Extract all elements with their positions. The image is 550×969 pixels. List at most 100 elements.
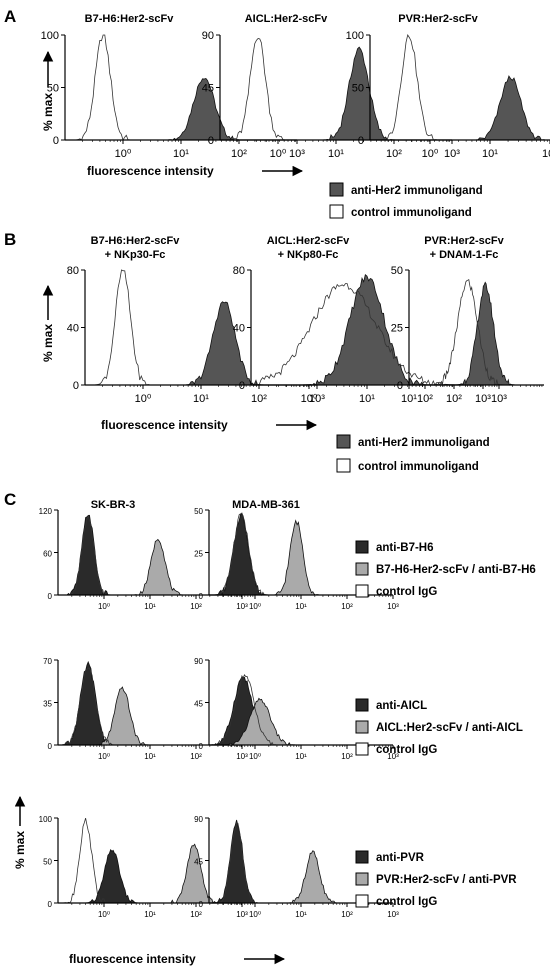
panel-a-y-label: % max [41, 93, 55, 131]
panel-b-title-2a: AICL:Her2-scFv [267, 235, 350, 247]
panel-b-y-label: % max [41, 324, 55, 362]
panel-b-x-label: fluorescence intensity [101, 418, 228, 432]
x-tick-label: 10³ [491, 393, 507, 405]
panel-c-y-label: % max [13, 831, 27, 869]
x-tick-label: 10² [190, 602, 202, 611]
y-tick-label: 120 [39, 507, 53, 516]
y-tick-label: 50 [194, 507, 203, 516]
legend-swatch-control IgG [355, 742, 369, 756]
legend-swatch-anti-AICL [355, 698, 369, 712]
y-tick-label: 90 [194, 657, 203, 666]
legend-label-AICL:Her2-scFv / anti-AICL: AICL:Her2-scFv / anti-AICL [376, 722, 523, 734]
legend-label-control immunoligand: control immunoligand [358, 461, 479, 473]
panel-a-title-2: AICL:Her2-scFv [245, 13, 328, 25]
panel-label-c: C [4, 490, 16, 509]
y-tick-label: 100 [41, 30, 59, 42]
legend-label-anti-B7-H6: anti-B7-H6 [376, 542, 434, 554]
y-tick-label: 0 [53, 135, 59, 147]
panel-b-title-3b: + DNAM-1-Fc [430, 249, 499, 261]
legend-swatch-anti-PVR [355, 850, 369, 864]
x-tick-label: 10³ [289, 148, 305, 160]
series-anti-Her2 immunoligand [85, 301, 317, 386]
legend-label-control IgG: control IgG [376, 586, 437, 598]
x-tick-label: 10³ [387, 602, 399, 611]
y-tick-label: 45 [202, 83, 214, 95]
legend-swatch-control IgG [355, 584, 369, 598]
y-tick-label: 35 [43, 700, 52, 709]
x-tick-label: 10² [251, 393, 267, 405]
legend-label-anti-Her2 immunoligand: anti-Her2 immunoligand [351, 185, 483, 197]
legend-swatch-anti-Her2 immunoligand [336, 434, 351, 449]
y-tick-label: 80 [233, 265, 245, 277]
x-tick-label: 10¹ [401, 393, 417, 405]
y-tick-label: 100 [39, 815, 53, 824]
series-control IgG [58, 817, 242, 904]
x-tick-label: 10³ [309, 393, 325, 405]
y-tick-label: 25 [391, 323, 403, 335]
y-tick-label: 90 [194, 815, 203, 824]
legend-swatch-control IgG [355, 894, 369, 908]
legends-layer: anti-Her2 immunoligand control immunoliga… [329, 182, 536, 908]
y-tick-label: 0 [48, 900, 53, 909]
x-tick-label: 10⁰ [135, 393, 152, 405]
y-tick-label: 0 [358, 135, 364, 147]
histogram-plot-3: 0 40 80 10⁰ 10¹ 10² 10³ [67, 265, 326, 405]
legend-swatch-B7-H6-Her2-scFv / anti-B7-H6 [355, 562, 369, 576]
x-tick-label: 10⁰ [98, 910, 110, 919]
y-tick-label: 50 [391, 265, 403, 277]
legend-label-anti-Her2 immunoligand: anti-Her2 immunoligand [358, 437, 490, 449]
panel-a-title-1: B7-H6:Her2-scFv [85, 13, 175, 25]
y-tick-label: 0 [239, 380, 245, 392]
panel-b-title-2b: + NKp80-Fc [278, 249, 339, 261]
x-tick-label: 10² [190, 752, 202, 761]
x-tick-label: 10¹ [173, 148, 189, 160]
series-anti-Her2 immunoligand [220, 46, 452, 141]
x-tick-label: 10³ [475, 393, 491, 405]
y-tick-label: 40 [233, 323, 245, 335]
panel-label-b: B [4, 230, 16, 249]
y-tick-label: 90 [202, 30, 214, 42]
series-control immunoligand [220, 38, 452, 141]
x-tick-label: 10¹ [144, 602, 156, 611]
panel-c-col-title-1: SK-BR-3 [91, 499, 136, 511]
panel-b-title-1a: B7-H6:Her2-scFv [91, 235, 181, 247]
y-tick-label: 0 [199, 592, 204, 601]
panel-c-col-title-2: MDA-MB-361 [232, 499, 300, 511]
legend-label-anti-PVR: anti-PVR [376, 852, 425, 864]
y-tick-label: 0 [48, 742, 53, 751]
panel-c-x-label: fluorescence intensity [69, 952, 196, 966]
y-tick-label: 0 [48, 592, 53, 601]
legend-label-control immunoligand: control immunoligand [351, 207, 472, 219]
series-anti-Her2 immunoligand [409, 281, 544, 386]
x-tick-label: 10¹ [295, 752, 307, 761]
x-tick-label: 10¹ [482, 148, 498, 160]
x-tick-label: 10¹ [359, 393, 375, 405]
x-tick-label: 10² [231, 148, 247, 160]
y-tick-label: 40 [67, 323, 79, 335]
x-tick-label: 10⁰ [115, 148, 132, 160]
y-tick-label: 45 [194, 700, 203, 709]
panel-b-title-1b: + NKp30-Fc [105, 249, 166, 261]
y-tick-label: 45 [194, 858, 203, 867]
legend-swatch-anti-Her2 immunoligand [329, 182, 344, 197]
series-anti-Her2 immunoligand [251, 273, 483, 386]
legend-label-PVR:Her2-scFv / anti-PVR: PVR:Her2-scFv / anti-PVR [376, 874, 517, 886]
y-tick-label: 50 [352, 83, 364, 95]
x-tick-label: 10¹ [144, 910, 156, 919]
legend-swatch-PVR:Her2-scFv / anti-PVR [355, 872, 369, 886]
histogram-plot-2: 0 50 100 10⁰ 10¹ 10² 10³ [346, 30, 550, 160]
x-tick-label: 10⁰ [422, 148, 439, 160]
legend-label-B7-H6-Her2-scFv / anti-B7-H6: B7-H6-Her2-scFv / anti-B7-H6 [376, 564, 536, 576]
legend-swatch-control immunoligand [329, 204, 344, 219]
x-tick-label: 10¹ [295, 602, 307, 611]
legend-label-control IgG: control IgG [376, 744, 437, 756]
x-tick-label: 10⁰ [249, 910, 261, 919]
x-tick-label: 10³ [236, 602, 248, 611]
panel-label-a: A [4, 7, 16, 26]
y-tick-label: 80 [67, 265, 79, 277]
y-tick-label: 25 [194, 550, 203, 559]
y-tick-label: 50 [43, 858, 52, 867]
x-tick-label: 10¹ [328, 148, 344, 160]
